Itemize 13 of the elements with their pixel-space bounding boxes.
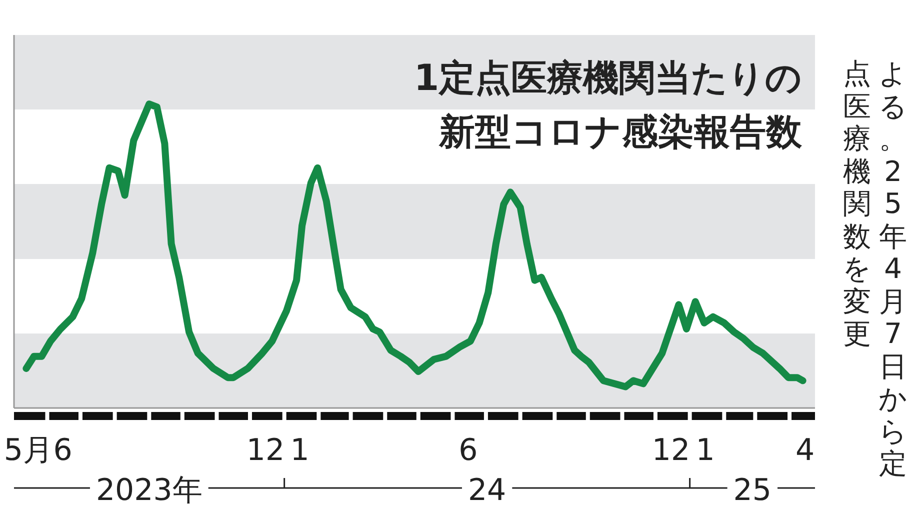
text: よる。25年4月7日から定点医療機関数を変更 [842, 57, 908, 480]
x-tick-label: 4 [795, 433, 815, 468]
x-tick-label: 5月 [4, 433, 53, 468]
x-tick-label: 1 [696, 433, 715, 468]
x-tick-label: 6 [458, 433, 478, 468]
text: 24 [468, 473, 506, 508]
x-tick-label: 1 [290, 433, 310, 468]
text: 25 [733, 473, 772, 508]
text: 2023年 [96, 473, 202, 508]
chart-title: 1定点医療機関当たりの新型コロナ感染報告数 [413, 57, 802, 155]
x-tick-label: 6 [53, 433, 72, 468]
x-tick-label: 12 [246, 433, 285, 468]
x-tick-label: 12 [652, 433, 690, 468]
